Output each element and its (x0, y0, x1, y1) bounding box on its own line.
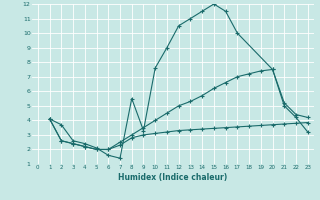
X-axis label: Humidex (Indice chaleur): Humidex (Indice chaleur) (118, 173, 228, 182)
